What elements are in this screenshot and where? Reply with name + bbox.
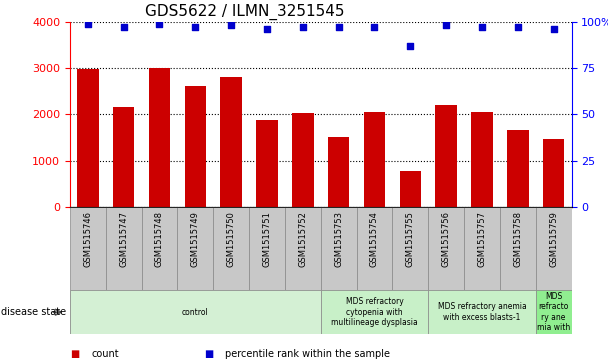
Text: GSM1515755: GSM1515755 <box>406 211 415 267</box>
Bar <box>292 113 314 207</box>
Text: GSM1515756: GSM1515756 <box>441 211 451 267</box>
Text: MDS
refracto
ry ane
mia with: MDS refracto ry ane mia with <box>537 292 570 332</box>
Bar <box>507 130 528 207</box>
Text: GSM1515750: GSM1515750 <box>227 211 236 267</box>
Bar <box>321 290 428 334</box>
Point <box>513 24 523 30</box>
Bar <box>149 68 170 207</box>
Text: GSM1515749: GSM1515749 <box>191 211 200 267</box>
Bar <box>77 69 98 207</box>
Text: GSM1515747: GSM1515747 <box>119 211 128 267</box>
Bar <box>142 207 178 290</box>
Text: GSM1515757: GSM1515757 <box>477 211 486 267</box>
Text: GSM1515759: GSM1515759 <box>549 211 558 267</box>
Text: GSM1515753: GSM1515753 <box>334 211 343 267</box>
Bar <box>70 207 106 290</box>
Bar <box>471 111 492 207</box>
Bar <box>428 207 464 290</box>
Text: GDS5622 / ILMN_3251545: GDS5622 / ILMN_3251545 <box>145 4 345 20</box>
Text: GSM1515746: GSM1515746 <box>83 211 92 267</box>
Bar <box>220 77 242 207</box>
Text: MDS refractory anemia
with excess blasts-1: MDS refractory anemia with excess blasts… <box>438 302 527 322</box>
Bar <box>399 171 421 207</box>
Text: GSM1515751: GSM1515751 <box>263 211 272 267</box>
Point <box>154 21 164 26</box>
Bar <box>435 105 457 207</box>
Point <box>190 24 200 30</box>
Text: percentile rank within the sample: percentile rank within the sample <box>225 349 390 359</box>
Point <box>226 23 236 28</box>
Text: GSM1515748: GSM1515748 <box>155 211 164 267</box>
Bar <box>178 207 213 290</box>
Point <box>298 24 308 30</box>
Text: count: count <box>91 349 119 359</box>
Bar <box>185 86 206 207</box>
Bar <box>106 207 142 290</box>
Bar <box>213 207 249 290</box>
Bar <box>285 207 321 290</box>
Bar <box>364 111 385 207</box>
Bar <box>536 207 572 290</box>
Bar <box>500 207 536 290</box>
Text: MDS refractory
cytopenia with
multilineage dysplasia: MDS refractory cytopenia with multilinea… <box>331 297 418 327</box>
Bar <box>536 290 572 334</box>
Bar <box>392 207 428 290</box>
Bar <box>328 138 350 207</box>
Point <box>83 21 92 26</box>
Point <box>477 24 487 30</box>
Bar <box>464 207 500 290</box>
Bar <box>543 139 564 207</box>
Bar <box>321 207 356 290</box>
Bar <box>249 207 285 290</box>
Point <box>119 24 128 30</box>
Point <box>549 26 559 32</box>
Point <box>262 26 272 32</box>
Text: GSM1515754: GSM1515754 <box>370 211 379 267</box>
Text: disease state: disease state <box>1 307 66 317</box>
Text: control: control <box>182 308 209 317</box>
Bar <box>70 290 321 334</box>
Point <box>441 23 451 28</box>
Point <box>370 24 379 30</box>
Bar <box>113 107 134 207</box>
Text: ■: ■ <box>70 349 79 359</box>
Text: GSM1515758: GSM1515758 <box>513 211 522 267</box>
Text: ■: ■ <box>204 349 213 359</box>
Bar <box>256 121 278 207</box>
Text: GSM1515752: GSM1515752 <box>299 211 307 267</box>
Point <box>334 24 344 30</box>
Bar <box>428 290 536 334</box>
Point <box>406 43 415 49</box>
Bar <box>356 207 392 290</box>
